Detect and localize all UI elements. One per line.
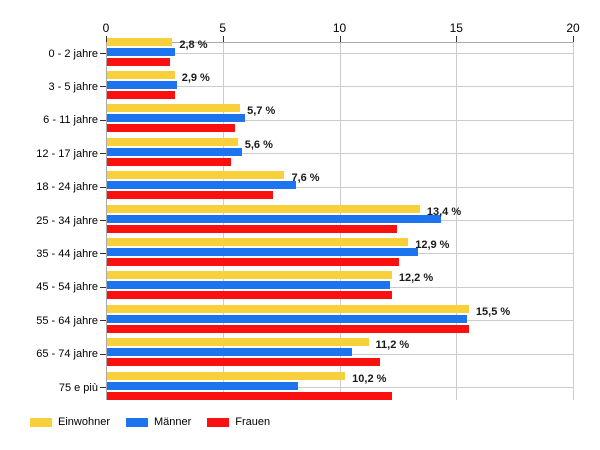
bar-maenner [107, 80, 178, 89]
legend-item-einwohner: Einwohner [30, 416, 110, 429]
category-label: 65 - 74 jahre [36, 348, 98, 361]
category-label: 55 - 64 jahre [36, 314, 98, 327]
value-label: 5,6 % [244, 138, 273, 151]
bar-frauen [107, 124, 236, 133]
bar-frauen [107, 191, 273, 200]
legend-item-maenner: Männer [125, 416, 192, 429]
bar-frauen [107, 224, 397, 233]
bar-einwohner [107, 137, 238, 146]
bar-einwohner [107, 104, 241, 113]
legend-label-maenner: Männer [153, 416, 192, 428]
y-axis-tick [100, 119, 106, 121]
x-axis-tick-label: 5 [219, 21, 227, 35]
bar-frauen [107, 324, 469, 333]
x-axis-tick-label: 15 [449, 21, 463, 35]
legend-swatch-einwohner [30, 418, 52, 427]
value-label: 7,6 % [291, 172, 320, 185]
legend-item-frauen: Frauen [207, 416, 270, 429]
bar-einwohner [107, 237, 409, 246]
bar-einwohner [107, 371, 346, 380]
vertical-gridline [456, 42, 458, 400]
y-axis-tick [100, 286, 106, 288]
category-label: 0 - 2 jahre [48, 47, 98, 60]
bar-frauen [107, 358, 381, 367]
x-axis-tick-label: 20 [566, 21, 580, 35]
legend: Einwohner Männer Frauen [30, 416, 270, 429]
y-axis-tick [100, 387, 106, 388]
value-label: 12,2 % [398, 272, 434, 285]
category-label: 45 - 54 jahre [36, 281, 98, 294]
bar-maenner [107, 281, 390, 290]
category-label: 18 - 24 jahre [36, 181, 98, 194]
bar-einwohner [107, 304, 469, 313]
value-label: 2,9 % [181, 71, 210, 84]
y-axis-tick [100, 220, 106, 221]
x-axis-tick-label: 10 [332, 21, 347, 35]
bar-frauen [107, 391, 392, 400]
value-label: 12,9 % [415, 238, 450, 251]
legend-swatch-maenner [125, 418, 148, 427]
bar-maenner [107, 381, 299, 390]
bar-maenner [107, 247, 418, 256]
bar-einwohner [107, 204, 420, 213]
x-axis-tick [573, 36, 574, 42]
category-label: 35 - 44 jahre [36, 247, 98, 260]
y-axis-tick [100, 353, 106, 355]
value-label: 5,7 % [247, 105, 276, 118]
bar-frauen [107, 57, 171, 66]
x-axis-tick [106, 36, 107, 42]
y-axis-tick [100, 86, 106, 88]
bar-einwohner [107, 171, 285, 180]
y-axis-tick [100, 153, 106, 155]
category-label: 3 - 5 jahre [48, 80, 98, 93]
y-axis-line [106, 42, 107, 400]
bar-frauen [107, 157, 231, 166]
value-label: 11,2 % [375, 339, 410, 352]
y-axis-tick [100, 320, 106, 322]
category-label: 75 e più [58, 381, 98, 394]
x-axis-tick [339, 36, 341, 42]
bar-maenner [107, 348, 353, 357]
category-label: 25 - 34 jahre [36, 214, 98, 227]
x-axis-tick-label: 0 [102, 21, 110, 35]
bar-einwohner [107, 271, 392, 280]
value-label: 13,4 % [426, 205, 462, 218]
bar-maenner [107, 114, 245, 123]
value-label: 10,2 % [352, 372, 387, 385]
bar-maenner [107, 181, 297, 190]
vertical-gridline [573, 42, 574, 400]
y-axis-tick [100, 53, 106, 54]
legend-label-frauen: Frauen [235, 416, 271, 428]
value-label: 15,5 % [475, 305, 511, 318]
legend-label-einwohner: Einwohner [58, 416, 110, 428]
legend-swatch-frauen [207, 418, 230, 427]
bar-einwohner [107, 338, 369, 347]
bar-maenner [107, 314, 467, 323]
bar-maenner [107, 147, 243, 156]
x-axis-line [106, 42, 573, 43]
bar-maenner [107, 47, 175, 56]
y-axis-tick [100, 253, 106, 255]
bar-frauen [107, 291, 392, 300]
bar-einwohner [107, 37, 173, 46]
bar-frauen [107, 257, 399, 266]
category-label: 12 - 17 jahre [36, 147, 98, 160]
value-label: 2,8 % [179, 38, 208, 51]
y-axis-tick [100, 186, 106, 188]
category-label: 6 - 11 jahre [43, 114, 98, 127]
bar-maenner [107, 214, 441, 223]
bar-einwohner [107, 70, 175, 79]
bar-frauen [107, 90, 175, 99]
x-axis-tick [456, 36, 458, 42]
x-axis-tick [222, 36, 224, 42]
